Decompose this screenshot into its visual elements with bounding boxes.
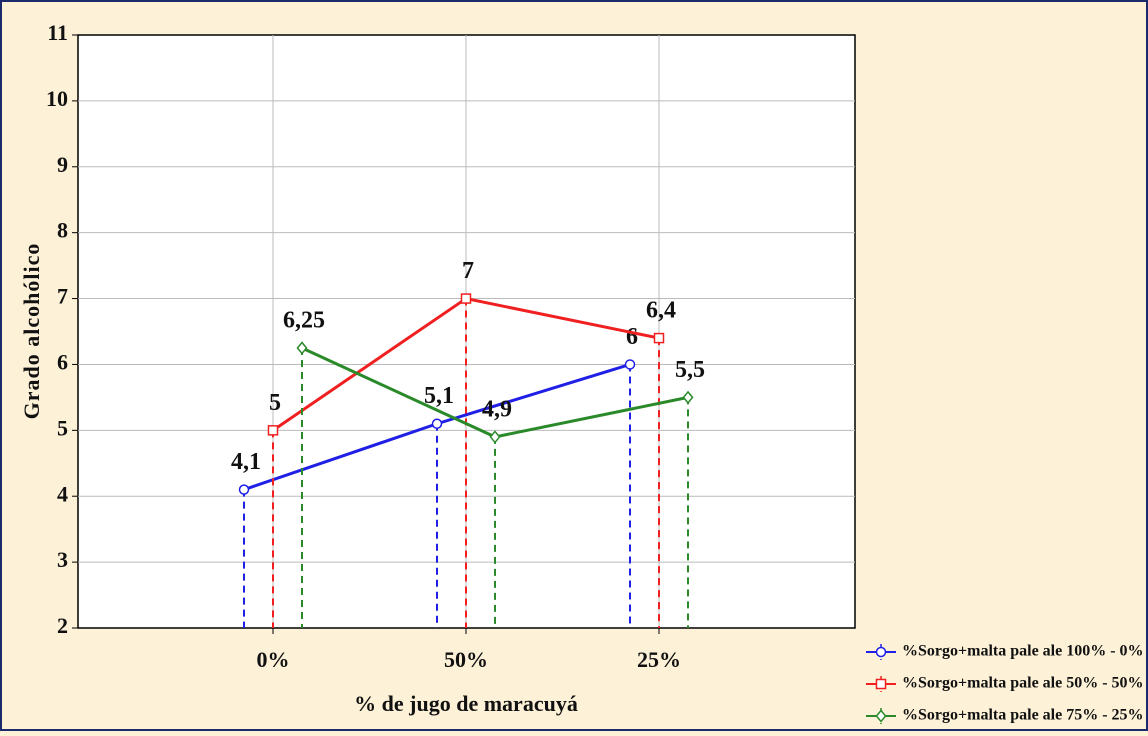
y-tick-label: 10 [46, 86, 68, 111]
x-tick-label: 25% [637, 647, 681, 672]
y-tick-label: 6 [57, 349, 68, 374]
x-axis-label: % de jugo de maracuyá [354, 691, 578, 716]
point [682, 390, 694, 405]
value-label: 6 [626, 324, 638, 350]
y-tick-label: 9 [57, 152, 68, 177]
y-tick-label: 11 [47, 20, 68, 45]
legend-label: %Sorgo+malta pale ale 50% - 50% [902, 675, 1144, 692]
legend-marker [875, 646, 887, 658]
legend-marker [875, 709, 887, 723]
legend-label: %Sorgo+malta pale ale 75% - 25% [902, 707, 1144, 724]
legend-label: %Sorgo+malta pale ale 100% - 0% [902, 643, 1144, 660]
y-tick-label: 8 [57, 218, 68, 243]
y-tick-label: 2 [57, 613, 68, 638]
value-label: 6,4 [646, 298, 676, 324]
y-tick-label: 5 [57, 415, 68, 440]
x-tick-label: 50% [444, 647, 488, 672]
y-axis-label: Grado alcohólico [19, 243, 44, 420]
x-tick-label: 0% [257, 647, 290, 672]
value-label: 7 [462, 258, 474, 284]
value-label: 5 [269, 390, 281, 416]
y-tick-label: 7 [57, 284, 68, 309]
point [431, 418, 443, 429]
value-label: 4,9 [482, 396, 512, 422]
point [267, 425, 279, 436]
value-label: 5,5 [675, 357, 705, 383]
value-label: 4,1 [231, 449, 261, 475]
y-tick-label: 3 [57, 547, 68, 572]
y-tick-label: 4 [57, 481, 68, 506]
point [296, 341, 308, 355]
legend-marker [875, 678, 887, 690]
value-label: 6,25 [283, 307, 325, 333]
point [653, 332, 665, 344]
point [624, 359, 636, 370]
point [460, 293, 472, 304]
point [238, 484, 250, 495]
point [489, 430, 501, 444]
